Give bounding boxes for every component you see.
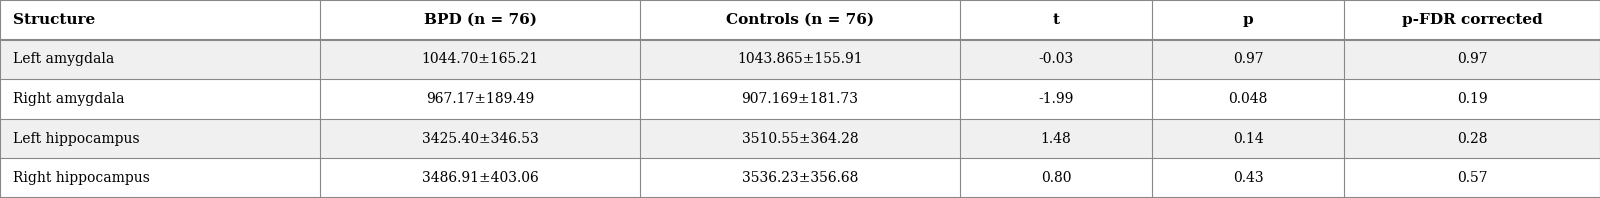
Text: 3510.55±364.28: 3510.55±364.28	[742, 132, 858, 146]
Text: 0.048: 0.048	[1229, 92, 1267, 106]
Bar	[0, 158, 1600, 198]
Text: 0.28: 0.28	[1456, 132, 1488, 146]
Text: Left amygdala: Left amygdala	[13, 52, 114, 66]
Text: 907.169±181.73: 907.169±181.73	[741, 92, 859, 106]
Text: Controls (n = 76): Controls (n = 76)	[726, 13, 874, 27]
Bar	[0, 40, 1600, 79]
Bar	[0, 119, 1600, 158]
Text: p: p	[1243, 13, 1253, 27]
Text: Right hippocampus: Right hippocampus	[13, 171, 150, 185]
Text: 1044.70±165.21: 1044.70±165.21	[421, 52, 539, 66]
Text: 0.43: 0.43	[1232, 171, 1264, 185]
Text: 3425.40±346.53: 3425.40±346.53	[422, 132, 538, 146]
Text: Structure: Structure	[13, 13, 94, 27]
Text: 3536.23±356.68: 3536.23±356.68	[742, 171, 858, 185]
Text: Left hippocampus: Left hippocampus	[13, 132, 139, 146]
Text: 1043.865±155.91: 1043.865±155.91	[738, 52, 862, 66]
Text: 0.19: 0.19	[1456, 92, 1488, 106]
Text: 967.17±189.49: 967.17±189.49	[426, 92, 534, 106]
Text: 0.97: 0.97	[1232, 52, 1264, 66]
Bar	[0, 79, 1600, 119]
Text: BPD (n = 76): BPD (n = 76)	[424, 13, 536, 27]
Text: -1.99: -1.99	[1038, 92, 1074, 106]
Text: -0.03: -0.03	[1038, 52, 1074, 66]
Text: t: t	[1053, 13, 1059, 27]
Text: 0.80: 0.80	[1040, 171, 1072, 185]
Text: 3486.91±403.06: 3486.91±403.06	[422, 171, 538, 185]
Text: 0.97: 0.97	[1456, 52, 1488, 66]
Text: 1.48: 1.48	[1040, 132, 1072, 146]
Text: p-FDR corrected: p-FDR corrected	[1402, 13, 1542, 27]
Text: 0.57: 0.57	[1456, 171, 1488, 185]
Text: Right amygdala: Right amygdala	[13, 92, 125, 106]
Bar	[0, 0, 1600, 40]
Text: 0.14: 0.14	[1232, 132, 1264, 146]
